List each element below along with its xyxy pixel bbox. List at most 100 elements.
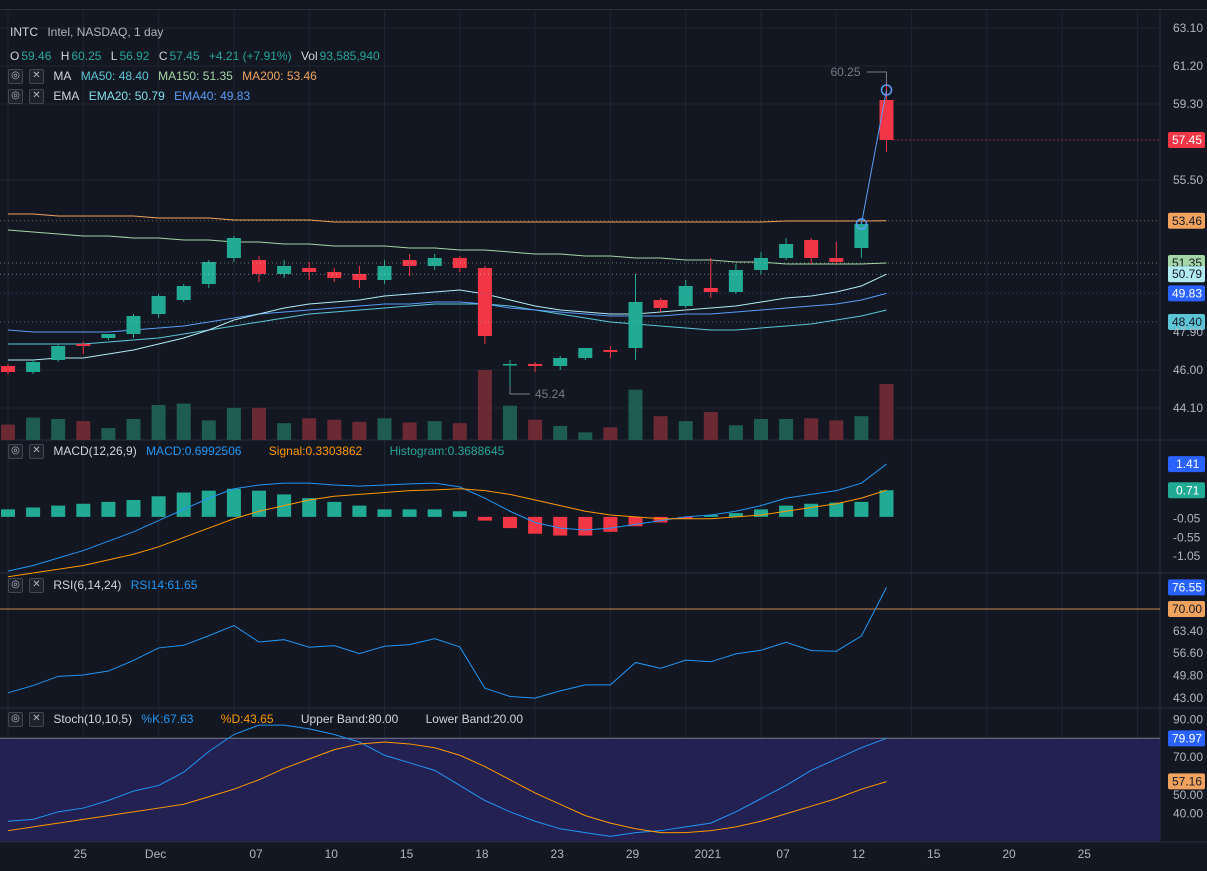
candle-body (377, 266, 392, 280)
volume-bar (678, 421, 693, 440)
time-axis-label: 25 (1078, 847, 1092, 861)
candle-body (829, 258, 844, 262)
volume-bar (854, 416, 869, 440)
price-badge-bg (1168, 132, 1205, 148)
open-value: 59.46 (21, 49, 52, 63)
close-icon[interactable]: ✕ (29, 69, 44, 85)
volume-bar (76, 421, 91, 440)
candle-body (1, 366, 15, 372)
volume-bar (653, 416, 668, 440)
price-tick-label: 55.50 (1173, 173, 1203, 187)
stoch-d-line (7, 741, 887, 834)
macd-histogram-bar (528, 516, 543, 534)
stoch-lower-band: Lower Band:20.00 (425, 712, 523, 726)
ema20-line (8, 273, 887, 361)
rsi-badge: 70.00 (1172, 602, 1202, 616)
trend-line-drawing (860, 89, 887, 225)
low-label: L (110, 49, 118, 63)
close-icon[interactable]: ✕ (29, 712, 44, 728)
stoch-tick-label: 40.00 (1173, 807, 1203, 821)
candle-body (578, 348, 593, 358)
candle-body (854, 224, 869, 248)
macd-histogram-bar (477, 516, 492, 521)
stoch-k-value: %K:67.63 (141, 712, 194, 726)
candle-body (477, 268, 492, 336)
candle-body (327, 272, 342, 278)
signal-line (7, 488, 887, 578)
volume-bar (402, 422, 417, 440)
close-icon[interactable]: ✕ (29, 444, 44, 460)
price-tick-label: 63.10 (1173, 21, 1203, 35)
volume-bar (553, 426, 568, 440)
top-toolbar-strip (0, 0, 1207, 10)
stoch-legend: ◎ ✕ Stoch(10,10,5) %K:67.63 %D:43.65 Uppe… (8, 712, 529, 728)
macd-badge: 1.41 (1176, 457, 1200, 471)
volume-bar (252, 407, 266, 440)
ma150-line (7, 229, 887, 265)
high-label: H (60, 49, 70, 63)
candle-body (779, 244, 794, 258)
rsi-tick-label: 63.40 (1173, 624, 1203, 638)
macd-histogram-bar (754, 509, 768, 517)
eye-icon[interactable]: ◎ (8, 712, 23, 728)
macd-legend: ◎ ✕ MACD(12,26,9) MACD:0.6992506 Signal:0… (8, 444, 510, 460)
macd-histogram-bar (201, 490, 216, 517)
price-badge: 50.79 (1172, 267, 1202, 281)
volume-bar (176, 403, 191, 440)
candle-body (226, 238, 241, 258)
price-tick-label: 44.10 (1173, 401, 1203, 415)
macd-histogram-bar (402, 509, 417, 517)
macd-badge-bg (1168, 456, 1205, 473)
candle-body (201, 262, 216, 284)
close-icon[interactable]: ✕ (29, 578, 44, 594)
time-axis-label: 23 (551, 847, 565, 861)
price-tick-label: 61.20 (1173, 59, 1203, 73)
candle-body (51, 346, 66, 360)
close-icon[interactable]: ✕ (29, 89, 44, 105)
time-axis-label: 12 (852, 847, 866, 861)
macd-histogram-bar (879, 490, 894, 517)
macd-histogram-bar (603, 516, 618, 532)
macd-histogram-bar (804, 503, 819, 517)
change-value: +4.21 (+7.91%) (208, 49, 292, 63)
histogram-value: Histogram:0.3688645 (389, 444, 505, 458)
macd-value: MACD:0.6992506 (146, 444, 242, 458)
ma50-line (8, 303, 887, 345)
candle-body (503, 364, 517, 366)
candle-body (176, 286, 191, 300)
eye-icon[interactable]: ◎ (8, 444, 23, 460)
high-annotation: 60.25 (830, 65, 860, 79)
eye-icon[interactable]: ◎ (8, 578, 23, 594)
ma150-value: MA150: 51.35 (158, 69, 233, 83)
macd-badge-bg (1168, 482, 1205, 499)
candle-body (703, 288, 718, 292)
ema-label: EMA (53, 89, 80, 103)
macd-histogram-bar (1, 509, 15, 517)
candle-body (452, 258, 467, 268)
time-axis-label: Dec (145, 847, 166, 861)
ma200-value: MA200: 53.46 (242, 69, 317, 83)
symbol-legend: INTC Intel, NASDAQ, 1 day (10, 25, 169, 39)
price-tick-label: 46.00 (1173, 363, 1203, 377)
macd-histogram-bar (653, 516, 668, 523)
rsi-badge: 76.55 (1172, 580, 1202, 594)
candle-body (728, 270, 743, 292)
volume-bar (226, 407, 241, 440)
time-axis-label: 18 (475, 847, 489, 861)
rsi-tick-label: 56.60 (1173, 646, 1203, 660)
eye-icon[interactable]: ◎ (8, 89, 23, 105)
macd-histogram-bar (101, 501, 116, 517)
macd-histogram-bar (226, 488, 241, 517)
rsi-label: RSI(6,14,24) (53, 578, 122, 592)
candle-body (151, 296, 166, 314)
candle-body (76, 344, 91, 346)
candle-body (678, 286, 693, 306)
volume-bar (703, 412, 718, 440)
candle-body (26, 362, 41, 372)
macd-tick-label: -0.05 (1173, 512, 1201, 526)
volume-bar (628, 389, 643, 440)
stoch-upper-band: Upper Band:80.00 (300, 712, 399, 726)
open-label: O (10, 49, 20, 63)
eye-icon[interactable]: ◎ (8, 69, 23, 85)
